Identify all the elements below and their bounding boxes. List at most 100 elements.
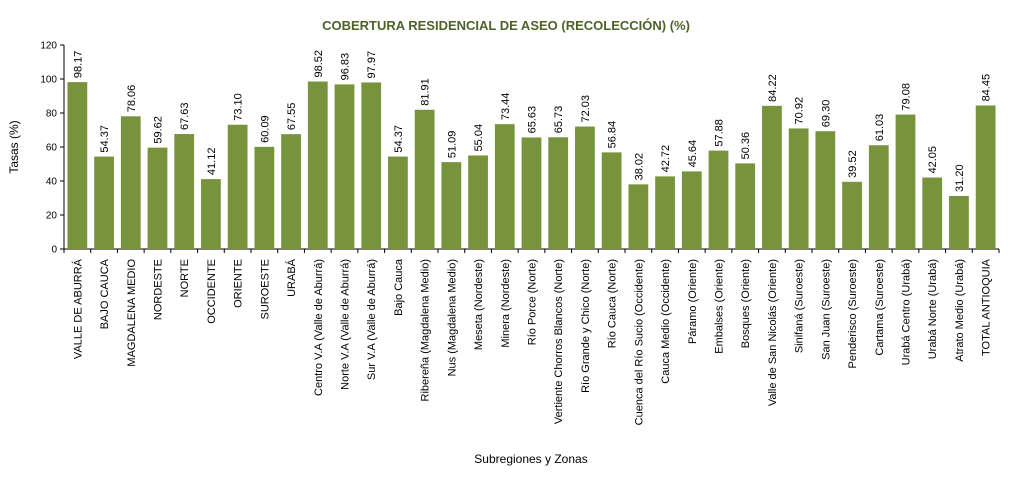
data-label: 67.55 <box>286 103 298 131</box>
category-label: Meseta (Nordeste) <box>473 259 485 350</box>
category-label: Páramo (Oriente) <box>687 259 699 344</box>
category-label: Cauca Medio (Occidente) <box>660 259 672 384</box>
data-label: 81.91 <box>420 78 432 106</box>
category-label: NORTE <box>179 259 191 297</box>
data-label: 97.97 <box>366 51 378 79</box>
category-label: Minera (Nordeste) <box>500 259 512 348</box>
y-tick-label: 80 <box>46 109 58 120</box>
data-label: 51.09 <box>446 131 458 159</box>
bar <box>494 124 515 249</box>
y-tick-label: 20 <box>46 211 58 222</box>
bar <box>922 177 943 249</box>
data-label: 79.08 <box>901 83 913 111</box>
category-label: Norte V.A (Valle de Aburrá) <box>340 259 352 390</box>
bar <box>655 176 675 249</box>
data-label: 57.88 <box>714 119 726 147</box>
data-label: 70.92 <box>794 97 806 125</box>
bar <box>120 116 141 249</box>
bar <box>147 147 168 249</box>
bar <box>414 109 435 250</box>
category-label: BAJO CAUCA <box>99 258 111 329</box>
data-label: 59.62 <box>153 116 165 144</box>
category-label: MAGDALENA MEDIO <box>126 259 138 367</box>
data-label: 54.37 <box>393 125 405 153</box>
category-label: Sur V.A (Valle de Aburrá) <box>366 259 378 380</box>
category-label: Centro V.A (Valle de Aburrá) <box>313 259 325 396</box>
data-label: 31.20 <box>954 164 966 192</box>
category-label: Río Cauca (Norte) <box>607 259 619 348</box>
bar <box>815 131 836 249</box>
bar <box>334 84 355 249</box>
data-label: 84.22 <box>767 74 779 102</box>
data-label: 73.44 <box>500 93 512 121</box>
category-label: Río Grande y Chico (Norte) <box>580 259 592 393</box>
category-labels: VALLE DE ABURRÁ BAJO CAUCA MAGDALENA MEDIO… <box>71 258 992 425</box>
bar <box>868 145 889 249</box>
y-tick-label: 40 <box>46 177 58 188</box>
bar <box>681 171 702 249</box>
category-label: Nus (Magdalena Medio) <box>446 259 458 376</box>
y-tick-label: 0 <box>51 245 57 256</box>
data-label: 54.37 <box>99 125 111 153</box>
data-label: 56.84 <box>607 121 619 149</box>
data-label: 38.02 <box>633 153 645 181</box>
data-label: 98.52 <box>313 50 325 78</box>
bar <box>174 134 195 249</box>
data-label: 65.63 <box>527 106 539 134</box>
bar <box>468 155 488 249</box>
category-label: OCCIDENTE <box>206 259 218 324</box>
data-label: 61.03 <box>874 114 886 142</box>
category-label: TOTAL ANTIOQUIA <box>981 258 993 356</box>
data-label: 67.63 <box>179 102 191 130</box>
data-label: 84.45 <box>981 74 993 102</box>
data-label: 45.64 <box>687 140 699 168</box>
category-label: Bajo Cauca <box>393 258 405 316</box>
data-label: 42.05 <box>927 146 939 174</box>
data-label: 65.73 <box>553 106 565 134</box>
bar <box>975 105 996 249</box>
data-label: 55.04 <box>473 124 485 152</box>
bar <box>388 156 408 249</box>
bar <box>201 179 221 249</box>
y-tick-label: 60 <box>46 143 58 154</box>
bar-series <box>67 81 996 250</box>
bar <box>441 162 462 249</box>
category-label: VALLE DE ABURRÁ <box>71 258 84 359</box>
bar <box>735 163 756 249</box>
bar <box>575 126 595 249</box>
data-label: 78.06 <box>126 85 138 113</box>
data-label: 41.12 <box>206 148 218 176</box>
data-label: 39.52 <box>847 150 859 178</box>
bar <box>628 184 649 249</box>
category-label: Cuenca del Río Sucio (Occidente) <box>633 259 645 425</box>
bar <box>949 195 969 249</box>
data-label: 50.36 <box>740 132 752 160</box>
bar <box>67 82 88 250</box>
category-label: Atrato Medio (Urabá) <box>954 259 966 362</box>
y-tick-label: 100 <box>40 75 57 86</box>
category-label: San Juan (Suroeste) <box>820 259 832 360</box>
bar <box>361 82 382 250</box>
bar <box>307 81 328 250</box>
bar <box>708 150 729 249</box>
bar <box>521 137 542 249</box>
bar <box>601 152 622 249</box>
bar <box>281 134 301 249</box>
bar <box>762 105 782 250</box>
bar <box>842 181 862 249</box>
category-label: Bosques (Oriente) <box>740 259 752 348</box>
data-label: 73.10 <box>233 93 245 121</box>
category-label: Urabá Centro (Urabá) <box>901 259 913 365</box>
bar <box>227 124 248 249</box>
category-label: URABÁ <box>285 258 298 297</box>
bar <box>548 137 569 249</box>
data-label: 96.83 <box>340 53 352 81</box>
data-label: 69.30 <box>820 100 832 128</box>
category-label: Penderisco (Suroeste) <box>847 259 859 368</box>
data-label: 60.09 <box>259 115 271 143</box>
category-label: Vertiente Chorros Blancos (Norte) <box>553 259 565 424</box>
category-label: Sinifaná (Suroeste) <box>794 259 806 353</box>
category-label: NORDESTE <box>153 259 165 320</box>
